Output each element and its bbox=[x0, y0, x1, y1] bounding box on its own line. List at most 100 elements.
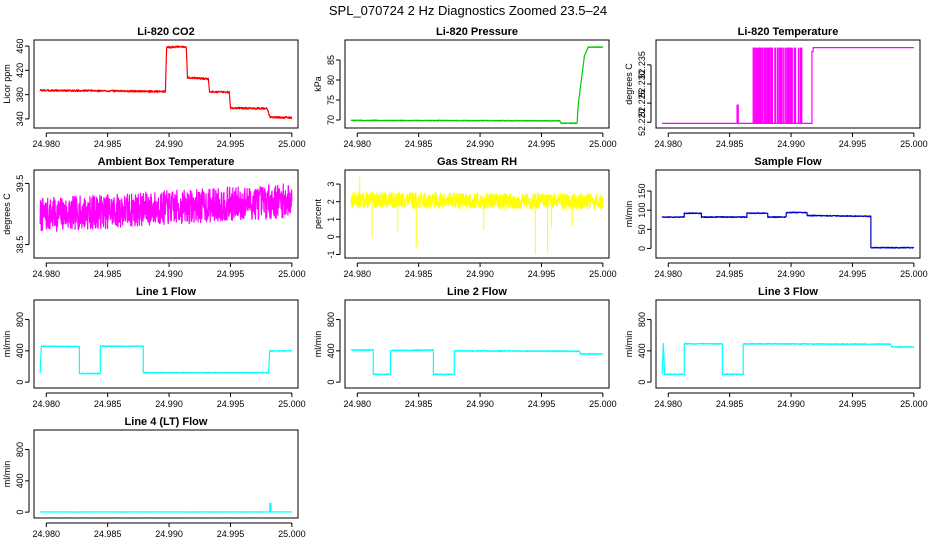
chart-title: Line 1 Flow bbox=[136, 286, 196, 298]
chart-title: Line 2 Flow bbox=[447, 286, 507, 298]
y-tick-label: 400 bbox=[637, 343, 647, 358]
x-tick-label: 24.980 bbox=[33, 139, 61, 149]
y-tick-label: 0 bbox=[15, 510, 25, 515]
x-tick-label: 24.980 bbox=[33, 269, 61, 279]
chart-panel-4: Ambient Box Temperature 24.980 24.985 24.99… bbox=[2, 156, 306, 279]
plot-frame bbox=[33, 299, 299, 389]
x-axis: 24.980 24.985 24.990 24.995 25.000 bbox=[33, 522, 306, 539]
y-axis: 0 400 800 bbox=[15, 442, 30, 515]
y-axis: -1 0 1 2 3 bbox=[326, 182, 341, 258]
x-tick-label: 24.985 bbox=[405, 399, 433, 409]
data-series bbox=[661, 211, 915, 249]
chart-panel-6: Sample Flow 24.980 24.985 24.990 24.995 25.00… bbox=[624, 156, 928, 279]
y-tick-label: 1 bbox=[326, 217, 336, 222]
x-tick-label: 24.990 bbox=[466, 269, 494, 279]
y-axis: 70 75 80 85 bbox=[326, 55, 341, 125]
x-tick-label: 24.985 bbox=[716, 269, 744, 279]
x-axis: 24.980 24.985 24.990 24.995 25.000 bbox=[344, 392, 617, 409]
chart-title: Line 3 Flow bbox=[758, 286, 818, 298]
x-tick-label: 24.995 bbox=[217, 139, 245, 149]
y-axis-label: ml/min bbox=[2, 461, 12, 488]
data-line bbox=[39, 183, 293, 232]
y-tick-label: -1 bbox=[326, 250, 336, 258]
plot-frame bbox=[344, 169, 610, 259]
x-axis: 24.980 24.985 24.990 24.995 25.000 bbox=[33, 132, 306, 149]
y-axis-label: Licor ppm bbox=[2, 64, 12, 104]
chart-panel-8: Line 2 Flow 24.980 24.985 24.990 24.995 25.00… bbox=[313, 286, 617, 409]
x-axis: 24.980 24.985 24.990 24.995 25.000 bbox=[33, 392, 306, 409]
y-tick-label: 38.5 bbox=[15, 236, 25, 254]
data-line bbox=[350, 191, 604, 210]
y-tick-label: 2 bbox=[326, 199, 336, 204]
x-axis: 24.980 24.985 24.990 24.995 25.000 bbox=[344, 262, 617, 279]
data-line bbox=[350, 46, 604, 125]
y-tick-label: 0 bbox=[326, 234, 336, 239]
y-tick-label: 400 bbox=[15, 343, 25, 358]
y-tick-label: 80 bbox=[326, 75, 336, 85]
x-tick-label: 24.995 bbox=[217, 399, 245, 409]
plot-frame bbox=[344, 39, 610, 129]
y-tick-label: 150 bbox=[637, 184, 647, 199]
x-tick-label: 24.980 bbox=[344, 269, 372, 279]
y-axis-label: percent bbox=[313, 198, 323, 229]
y-axis: 0 50 100 150 bbox=[637, 184, 652, 251]
y-tick-label: 400 bbox=[15, 473, 25, 488]
y-tick-label: 460 bbox=[15, 39, 25, 54]
x-axis: 24.980 24.985 24.990 24.995 25.000 bbox=[655, 132, 928, 149]
y-tick-label: 50 bbox=[637, 224, 647, 234]
plot-frame bbox=[33, 169, 299, 259]
x-tick-label: 24.980 bbox=[655, 269, 683, 279]
chart-panel-7: Line 1 Flow 24.980 24.985 24.990 24.995 25.00… bbox=[2, 286, 306, 409]
data-series bbox=[350, 177, 604, 255]
x-tick-label: 24.995 bbox=[217, 269, 245, 279]
y-tick-label: 39.5 bbox=[15, 175, 25, 193]
x-tick-label: 24.995 bbox=[217, 529, 245, 539]
data-line bbox=[662, 47, 914, 125]
x-axis: 24.980 24.985 24.990 24.995 25.000 bbox=[33, 262, 306, 279]
x-tick-label: 25.000 bbox=[900, 399, 928, 409]
x-tick-label: 24.980 bbox=[344, 139, 372, 149]
x-tick-label: 24.990 bbox=[777, 139, 805, 149]
y-axis: 38.5 39.5 bbox=[15, 175, 30, 254]
x-tick-label: 24.990 bbox=[777, 399, 805, 409]
plot-frame bbox=[655, 169, 921, 259]
data-series bbox=[39, 502, 293, 513]
panels-grid: Li-820 CO2 24.980 24.985 24.990 24.995 25.000… bbox=[2, 26, 928, 539]
x-tick-label: 24.980 bbox=[655, 139, 683, 149]
x-tick-label: 24.995 bbox=[528, 139, 556, 149]
x-tick-label: 24.990 bbox=[466, 399, 494, 409]
plot-frame bbox=[344, 299, 610, 389]
y-tick-label: 3 bbox=[326, 182, 336, 187]
x-tick-label: 24.980 bbox=[344, 399, 372, 409]
x-tick-label: 24.980 bbox=[33, 399, 61, 409]
data-series bbox=[39, 183, 293, 232]
x-tick-label: 24.980 bbox=[33, 529, 61, 539]
y-axis: 0 400 800 bbox=[15, 312, 30, 385]
data-series bbox=[39, 345, 293, 375]
x-tick-label: 24.990 bbox=[777, 269, 805, 279]
y-tick-label: 800 bbox=[15, 442, 25, 457]
data-series bbox=[662, 47, 914, 125]
x-tick-label: 24.995 bbox=[839, 399, 867, 409]
x-axis: 24.980 24.985 24.990 24.995 25.000 bbox=[344, 132, 617, 149]
x-tick-label: 24.985 bbox=[405, 269, 433, 279]
x-tick-label: 24.990 bbox=[466, 139, 494, 149]
x-tick-label: 25.000 bbox=[589, 139, 617, 149]
x-tick-label: 24.995 bbox=[528, 269, 556, 279]
y-axis-label: degrees C bbox=[2, 193, 12, 235]
x-tick-label: 25.000 bbox=[278, 269, 306, 279]
figure-title: SPL_070724 2 Hz Diagnostics Zoomed 23.5–… bbox=[329, 3, 607, 18]
data-line bbox=[661, 342, 915, 376]
y-tick-label: 85 bbox=[326, 55, 336, 65]
data-line bbox=[39, 45, 293, 120]
data-line bbox=[350, 348, 604, 376]
x-tick-label: 24.995 bbox=[839, 269, 867, 279]
data-line bbox=[661, 211, 915, 249]
y-tick-label: 800 bbox=[637, 312, 647, 327]
y-axis-label: kPa bbox=[313, 76, 323, 92]
x-tick-label: 25.000 bbox=[589, 269, 617, 279]
chart-panel-1: Li-820 CO2 24.980 24.985 24.990 24.995 25.000… bbox=[2, 26, 306, 149]
